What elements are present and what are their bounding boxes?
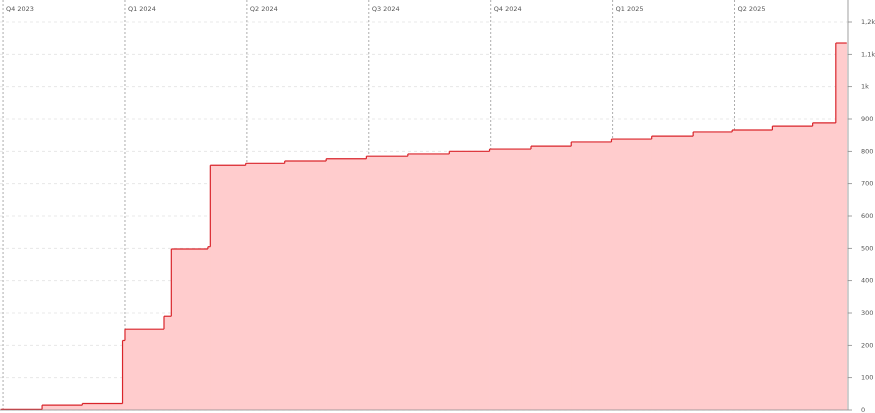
area-step (407, 153, 450, 411)
area-step (245, 163, 285, 410)
area-step (449, 151, 490, 411)
y-tick-label: 700 (861, 180, 873, 188)
y-tick-label: 600 (861, 212, 873, 220)
area-step (42, 405, 83, 410)
x-tick-label: Q3 2024 (372, 5, 400, 13)
area-step (812, 122, 837, 410)
area-step (163, 316, 172, 410)
y-tick-label: 1k (861, 83, 869, 91)
area-step (772, 126, 813, 410)
area-step (124, 329, 165, 410)
area-step (122, 340, 126, 410)
y-tick-label: 0 (861, 406, 865, 413)
y-tick-label: 300 (861, 309, 873, 317)
y-tick-label: 800 (861, 147, 873, 155)
y-tick-label: 1,1k (861, 50, 875, 58)
x-tick-label: Q2 2024 (250, 5, 278, 13)
y-tick-label: 200 (861, 341, 873, 349)
x-tick-label: Q1 2024 (128, 5, 156, 13)
y-tick-label: 100 (861, 374, 873, 382)
area-step (530, 146, 572, 410)
area-step (210, 165, 246, 410)
area-step (835, 43, 848, 411)
area-step (611, 139, 652, 410)
x-tick-label: Q2 2025 (738, 5, 766, 13)
area-step (651, 136, 694, 411)
area-step (693, 131, 733, 410)
x-tick-label: Q4 2023 (6, 5, 34, 13)
x-tick-label: Q1 2025 (616, 5, 644, 13)
x-tick-label: Q4 2024 (494, 5, 522, 13)
y-tick-label: 900 (861, 115, 873, 123)
area-step (571, 141, 612, 410)
area-step (284, 161, 327, 410)
y-tick-label: 400 (861, 277, 873, 285)
area-step (326, 158, 367, 410)
area-step (489, 149, 532, 410)
area-step (207, 246, 211, 410)
area-step (171, 248, 209, 410)
y-tick-label: 1,2k (861, 18, 875, 26)
area-step (366, 156, 409, 410)
area-step (732, 129, 773, 410)
y-tick-label: 500 (861, 244, 873, 252)
area-step (82, 403, 123, 410)
